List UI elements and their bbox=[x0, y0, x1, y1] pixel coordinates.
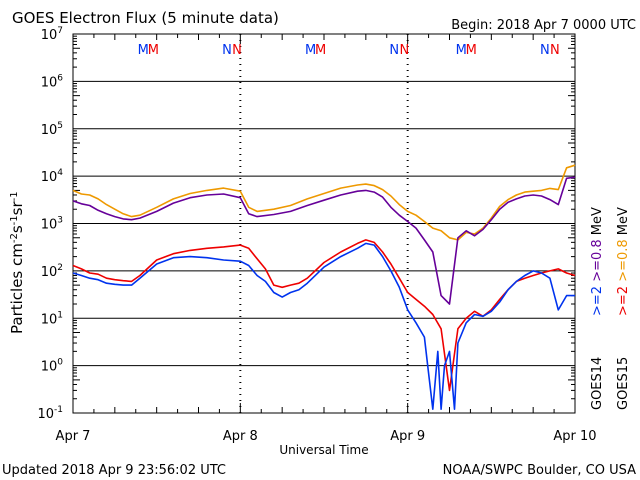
top-markers: MM N N MM N N MM N N bbox=[138, 43, 560, 58]
top-marker: M bbox=[148, 43, 159, 58]
updated-label: Updated 2018 Apr 9 23:56:02 UTC bbox=[2, 463, 226, 478]
data-series bbox=[72, 164, 576, 411]
y-tick-base: 10 bbox=[41, 312, 58, 327]
y-label-particles: Particles cm bbox=[8, 243, 26, 334]
y-tick-base: 10 bbox=[41, 360, 58, 375]
begin-label: Begin: 2018 Apr 7 0000 UTC bbox=[451, 18, 636, 33]
legend-row: GOES15 bbox=[616, 357, 631, 410]
y-tick-exp: -1 bbox=[54, 405, 63, 415]
y-label-sr: sr bbox=[8, 201, 26, 216]
y-tick-exp: 4 bbox=[57, 168, 63, 178]
top-marker: M bbox=[305, 43, 316, 58]
legend-entry: >=2 bbox=[590, 286, 605, 316]
y-tick-label: 107 bbox=[41, 26, 63, 43]
top-marker: N bbox=[222, 43, 232, 58]
x-tick-label: Apr 10 bbox=[553, 429, 596, 444]
y-tick-exp: 7 bbox=[57, 26, 63, 36]
legend-entry: >=0.8 bbox=[590, 239, 605, 286]
legend-row: >=2 >=0.8 MeV bbox=[616, 207, 631, 316]
x-tick-label: Apr 9 bbox=[390, 429, 425, 444]
y-tick-label: 103 bbox=[41, 216, 63, 233]
y-tick-base: 10 bbox=[37, 407, 54, 422]
y-tick-base: 10 bbox=[41, 265, 58, 280]
top-marker: N bbox=[399, 43, 409, 58]
top-marker: N bbox=[389, 43, 399, 58]
legend-entry: MeV bbox=[590, 207, 605, 239]
series-goes14-2mev bbox=[72, 242, 575, 411]
y-tick-exp: 5 bbox=[57, 121, 63, 131]
y-label-exp1: -2 bbox=[9, 233, 20, 243]
y-axis-label: Particles cm-2s-1sr-1 bbox=[8, 191, 26, 334]
series-goes15-0p8mev bbox=[72, 164, 576, 241]
y-tick-base: 10 bbox=[41, 170, 58, 185]
y-tick-base: 10 bbox=[41, 123, 58, 138]
top-marker: N bbox=[540, 43, 550, 58]
legend-entry: GOES15 bbox=[616, 357, 631, 410]
x-axis-label: Universal Time bbox=[279, 443, 368, 457]
y-tick-exp: 0 bbox=[57, 358, 63, 368]
y-tick-label: 102 bbox=[41, 263, 63, 280]
legend-row: >=2 >=0.8 MeV bbox=[590, 207, 605, 316]
y-tick-label: 10-1 bbox=[37, 405, 63, 422]
y-tick-label: 104 bbox=[41, 168, 64, 185]
top-marker: M bbox=[315, 43, 326, 58]
series-goes14-0p8mev bbox=[72, 176, 576, 305]
source-label: NOAA/SWPC Boulder, CO USA bbox=[443, 463, 636, 478]
y-label-s: s bbox=[8, 225, 26, 233]
legend-row: GOES14 bbox=[590, 357, 605, 410]
y-tick-label: 105 bbox=[41, 121, 63, 138]
x-axis-ticks: Apr 7 Apr 8 Apr 9 Apr 10 bbox=[56, 34, 597, 444]
legend-entry: >=0.8 bbox=[616, 239, 631, 286]
y-tick-label: 106 bbox=[41, 73, 64, 90]
legend-entry: >=2 bbox=[616, 286, 631, 316]
top-marker: N bbox=[232, 43, 242, 58]
y-label-exp3: -1 bbox=[9, 191, 20, 201]
y-tick-base: 10 bbox=[41, 218, 58, 233]
top-marker: M bbox=[466, 43, 477, 58]
top-marker: M bbox=[138, 43, 149, 58]
top-marker: M bbox=[456, 43, 467, 58]
y-tick-exp: 3 bbox=[57, 216, 63, 226]
y-tick-exp: 6 bbox=[57, 73, 63, 83]
legend-entry: MeV bbox=[616, 207, 631, 239]
y-tick-label: 100 bbox=[41, 358, 64, 375]
y-tick-label: 101 bbox=[41, 310, 63, 327]
top-marker: N bbox=[550, 43, 560, 58]
x-tick-label: Apr 8 bbox=[223, 429, 258, 444]
y-tick-exp: 2 bbox=[57, 263, 63, 273]
legend-entry: GOES14 bbox=[590, 357, 605, 410]
y-tick-base: 10 bbox=[41, 75, 58, 90]
y-tick-base: 10 bbox=[41, 28, 58, 43]
y-label-exp2: -1 bbox=[9, 215, 20, 225]
chart-title: GOES Electron Flux (5 minute data) bbox=[12, 9, 279, 27]
y-tick-exp: 1 bbox=[57, 310, 63, 320]
x-tick-label: Apr 7 bbox=[56, 429, 91, 444]
